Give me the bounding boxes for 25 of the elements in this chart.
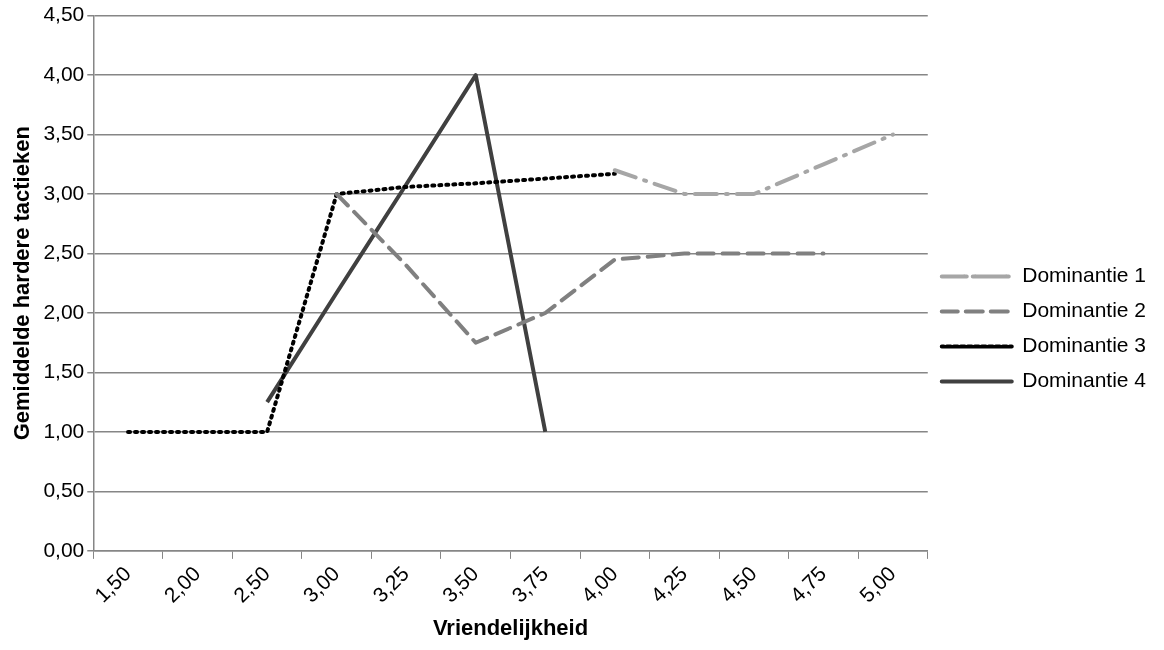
line-series <box>126 171 617 434</box>
y-tick-label: 1,00 <box>43 418 85 442</box>
y-tick-label: 4,50 <box>43 2 85 26</box>
y-tick-label: 4,00 <box>43 61 85 85</box>
y-tick-label: 2,00 <box>43 299 85 323</box>
y-tick-label: 1,50 <box>43 359 85 383</box>
x-tick-label: 4,75 <box>785 561 831 607</box>
x-tick-label: 4,00 <box>576 561 622 607</box>
y-tick-label: 2,50 <box>43 240 85 264</box>
x-tick-label: 3,00 <box>298 561 344 607</box>
y-tick-label: 3,00 <box>43 180 85 204</box>
x-tick-label: 3,50 <box>437 561 483 607</box>
legend-label: Dominantie 2 <box>1022 298 1146 322</box>
x-axis-title: Vriendelijkheid <box>432 614 589 640</box>
line-series <box>612 132 895 197</box>
x-tick-label: 5,00 <box>854 561 900 607</box>
y-axis-title: Gemiddelde hardere tactieken <box>9 126 35 441</box>
legend-label: Dominantie 3 <box>1022 333 1146 357</box>
x-tick-label: 4,25 <box>646 561 692 607</box>
x-tick-label: 4,50 <box>715 561 761 607</box>
y-tick-label: 0,50 <box>43 478 85 502</box>
legend-label: Dominantie 1 <box>1022 263 1146 287</box>
legend-label: Dominantie 4 <box>1022 368 1147 392</box>
y-tick-label: 3,50 <box>43 121 85 145</box>
y-tick-label: 0,00 <box>43 537 85 561</box>
